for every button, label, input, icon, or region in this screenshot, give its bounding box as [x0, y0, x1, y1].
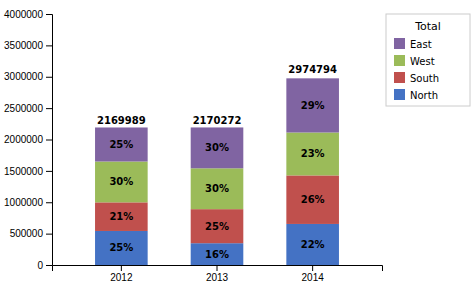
- tick: 2500000: [4, 103, 52, 114]
- y-axis: 0 500000 1000000 1500000 2000000 2500000 30000…: [4, 9, 52, 271]
- legend-frame: [386, 14, 470, 106]
- tick-label: 500000: [10, 228, 44, 239]
- tick-label: 2012: [110, 272, 133, 283]
- legend-item: South: [394, 72, 439, 84]
- legend-item: East: [394, 38, 432, 50]
- tick-mark: [121, 265, 122, 271]
- segment-label: 30%: [109, 176, 133, 187]
- bar: [286, 175, 339, 224]
- total-label: 2169989: [97, 115, 146, 126]
- bar: [191, 243, 244, 265]
- tick-label: 3500000: [4, 40, 43, 51]
- segment-label: 21%: [109, 211, 133, 222]
- plot-area: 0 500000 1000000 1500000 2000000 2500000 30000…: [4, 9, 382, 283]
- bar: [95, 162, 148, 203]
- chart: 0 500000 1000000 1500000 2000000 2500000 30000…: [0, 0, 474, 289]
- segment-label: 25%: [109, 242, 133, 253]
- tick-label: 2500000: [4, 103, 43, 114]
- tick-mark: [217, 265, 218, 271]
- tick: 0: [37, 260, 52, 271]
- tick-label: 2000000: [4, 134, 43, 145]
- bar: [95, 127, 148, 161]
- tick-label: 0: [37, 260, 43, 271]
- tick: 2000000: [4, 134, 52, 145]
- tick-label: 2013: [206, 272, 229, 283]
- tick-mark: [46, 265, 52, 266]
- tick: 2014: [302, 265, 325, 283]
- legend-label: East: [410, 39, 432, 50]
- bar: [95, 202, 148, 231]
- bar: [191, 127, 244, 168]
- segment-label: 25%: [109, 139, 133, 150]
- tick-mark: [46, 108, 52, 109]
- total-label: 2170272: [193, 115, 242, 126]
- tick-mark: [46, 171, 52, 172]
- legend-label: North: [410, 90, 438, 101]
- bar: [286, 224, 339, 265]
- tick: 1000000: [4, 197, 52, 208]
- tick-mark: [46, 234, 52, 235]
- axis-line: [46, 15, 53, 266]
- segment-label: 30%: [205, 183, 229, 194]
- tick: 1500000: [4, 166, 52, 177]
- segment-label: 30%: [205, 142, 229, 153]
- tick-label: 4000000: [4, 9, 43, 20]
- bar: [191, 168, 244, 209]
- legend: Total East West South North: [386, 14, 470, 106]
- series: [95, 78, 339, 168]
- axis-line: [53, 266, 383, 272]
- segment-label: 22%: [301, 239, 325, 250]
- bar: [95, 231, 148, 265]
- legend-swatch: [394, 38, 405, 49]
- tick: 3500000: [4, 40, 52, 51]
- tick-mark: [46, 45, 52, 46]
- tick-label: 3000000: [4, 71, 43, 82]
- tick: 2013: [206, 265, 229, 283]
- tick-label: 1000000: [4, 197, 43, 208]
- segment-label: 26%: [301, 194, 325, 205]
- segment-label: 16%: [205, 249, 229, 260]
- legend-item: West: [394, 55, 435, 67]
- bar: [286, 78, 339, 132]
- tick-label: 1500000: [4, 166, 43, 177]
- tick: 500000: [10, 228, 52, 239]
- series: [95, 175, 339, 243]
- tick: 2012: [110, 265, 133, 283]
- legend-label: West: [410, 56, 435, 67]
- bar: [286, 133, 339, 176]
- x-axis: 2012 2013 2014: [53, 265, 383, 283]
- segment-label: 23%: [301, 148, 325, 159]
- tick: 4000000: [4, 9, 52, 20]
- legend-swatch: [394, 55, 405, 66]
- total-label: 2974794: [288, 64, 337, 75]
- legend-title: Total: [414, 20, 441, 33]
- tick-mark: [46, 77, 52, 78]
- series: [95, 133, 339, 210]
- legend-item: North: [394, 89, 438, 101]
- bar: [191, 209, 244, 243]
- tick-mark: [46, 140, 52, 141]
- legend-swatch: [394, 72, 405, 83]
- tick: 3000000: [4, 71, 52, 82]
- segment-label: 25%: [205, 221, 229, 232]
- tick-mark: [312, 265, 313, 271]
- total-labels: 2169989 2170272 2974794: [97, 64, 337, 126]
- legend-label: South: [410, 73, 439, 84]
- tick-label: 2014: [302, 272, 325, 283]
- tick-mark: [46, 14, 52, 15]
- segment-label: 29%: [301, 100, 325, 111]
- legend-swatch: [394, 89, 405, 100]
- tick-mark: [46, 202, 52, 203]
- bars: [95, 78, 339, 265]
